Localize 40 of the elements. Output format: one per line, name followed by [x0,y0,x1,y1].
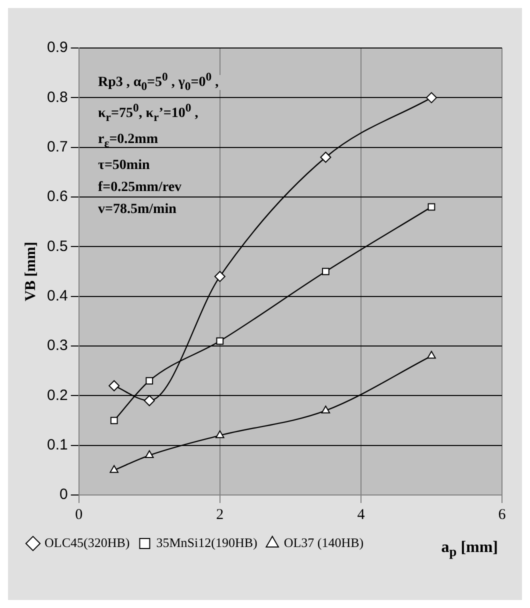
point [144,395,155,406]
point [321,406,330,414]
point [426,92,437,104]
point [427,350,436,359]
annotation: v=78.5m/min [96,202,178,217]
y-tick-label: 0.9 [46,39,68,56]
point [108,380,120,392]
point [320,152,332,163]
text: κ$_{r}$=75$^{0}$, κ$_{r}$’=10$^{0}$ , [98,101,198,124]
y-axis-title: VB [mm] [22,242,39,302]
x-tick-label: 2 [216,506,224,523]
legend-label: OLC45(320HB) [44,534,130,550]
y-tick-label: 0.6 [46,188,68,206]
y-tick-label: 0.2 [46,386,68,404]
y-tick-label: 0.1 [46,436,68,454]
y-tick-label: 0.7 [46,138,68,156]
y-tick-label: 0.8 [46,88,68,106]
point [322,268,330,276]
text: Rp3 , α$_{0}$=5$^{0}$ , γ$_{0}$=0$^{0}$ , [98,70,219,92]
y-tick-label: 0 [60,486,68,504]
annotation: f=0.25mm/rev [96,180,184,195]
annotation: r$_{ε}$=0.2mm [96,132,160,150]
point [214,270,226,282]
y-tick-label: 0.5 [46,238,68,255]
legend-label: OL37 (140HB) [284,534,364,550]
point [428,203,436,211]
point [110,416,118,424]
point [216,430,224,438]
point [146,377,154,384]
legend-label: 35MnSi12(190HB) [156,534,258,550]
x-tick-label: 4 [357,506,366,523]
y-tick-label: 0.4 [46,287,68,304]
x-tick-label: 0 [75,506,83,523]
x-tick-label: 6 [498,506,506,523]
x-axis-title: a$_{p}$ [mm] [441,538,498,560]
point [110,465,119,473]
point [144,450,154,458]
annotation: τ=50min [96,158,152,173]
point [216,337,224,345]
y-tick-label: 0.3 [46,337,68,354]
